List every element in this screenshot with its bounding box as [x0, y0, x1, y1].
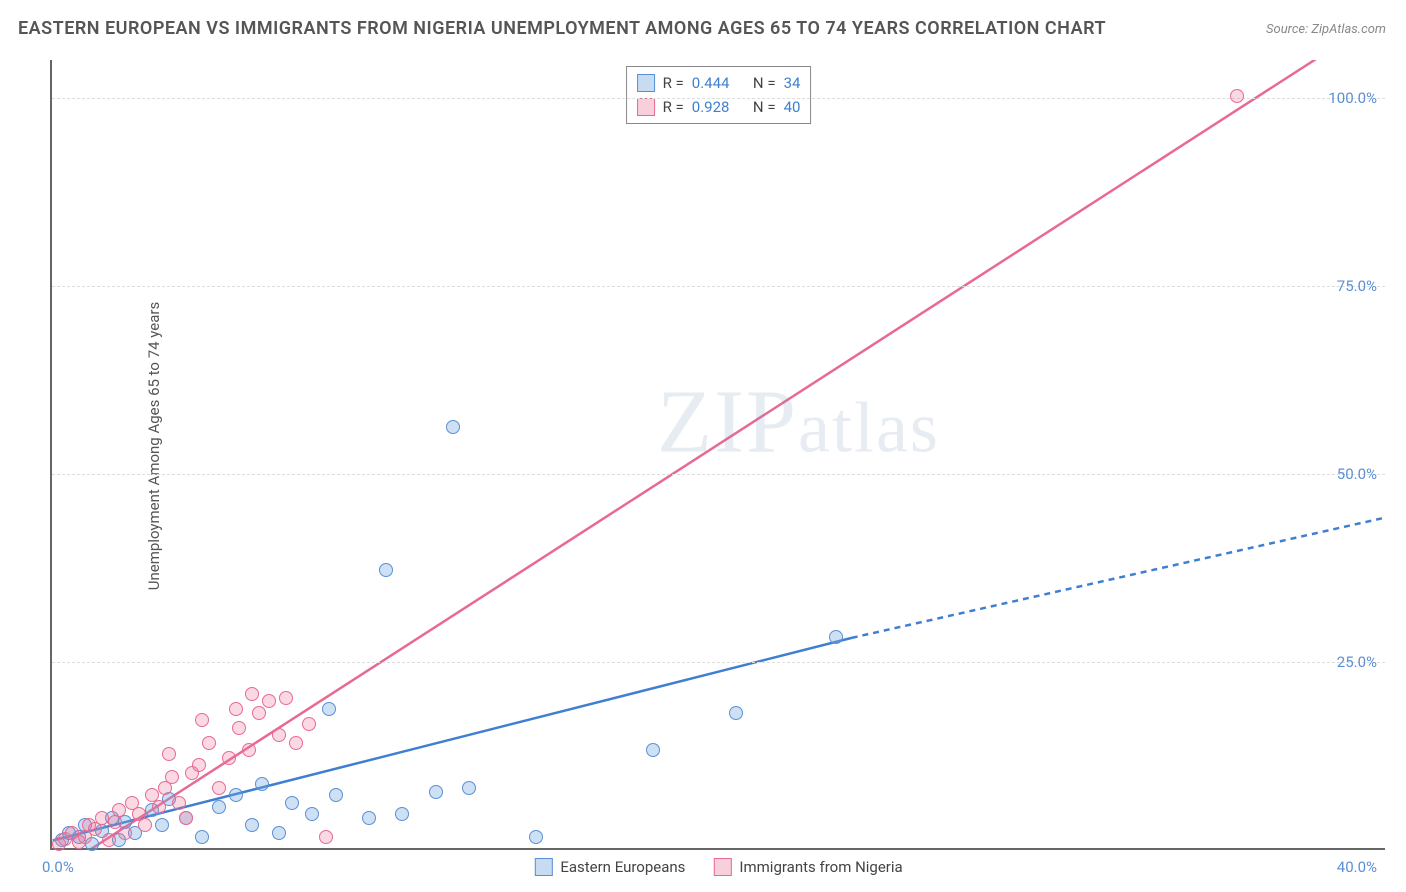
data-point [222, 751, 236, 765]
data-point [529, 830, 543, 844]
data-point [95, 811, 109, 825]
data-point [152, 800, 166, 814]
gridline [52, 286, 1385, 287]
data-point [229, 702, 243, 716]
source-label: Source: ZipAtlas.com [1266, 22, 1386, 37]
data-point [395, 807, 409, 821]
regression-lines [52, 60, 1385, 848]
data-point [272, 826, 286, 840]
data-point [195, 830, 209, 844]
data-point [232, 721, 246, 735]
data-point [242, 743, 256, 757]
data-point [322, 702, 336, 716]
data-point [165, 770, 179, 784]
stat-R-blue: 0.444 [692, 71, 730, 95]
legend-swatch-pink-icon [713, 858, 731, 876]
gridline [52, 474, 1385, 475]
data-point [829, 630, 843, 644]
data-point [446, 420, 460, 434]
data-point [162, 747, 176, 761]
data-point [289, 736, 303, 750]
data-point [272, 728, 286, 742]
data-point [212, 800, 226, 814]
stat-N-blue: 34 [784, 71, 801, 95]
gridline [52, 98, 1385, 99]
x-tick-0: 0.0% [42, 858, 74, 876]
legend-swatch-blue-icon [534, 858, 552, 876]
stats-box: R = 0.444 N = 34 R = 0.928 N = 40 [626, 66, 812, 124]
legend-label-pink: Immigrants from Nigeria [739, 858, 902, 876]
data-point [172, 796, 186, 810]
chart-title: EASTERN EUROPEAN VS IMMIGRANTS FROM NIGE… [18, 18, 1106, 39]
data-point [118, 826, 132, 840]
swatch-pink-icon [637, 98, 655, 116]
watermark: ZIPatlas [657, 371, 940, 474]
gridline [52, 662, 1385, 663]
data-point [245, 818, 259, 832]
legend-item-pink: Immigrants from Nigeria [713, 858, 902, 876]
data-point [319, 830, 333, 844]
data-point [646, 743, 660, 757]
data-point [462, 781, 476, 795]
stat-N-label: N = [753, 71, 776, 95]
data-point [302, 717, 316, 731]
swatch-blue-icon [637, 74, 655, 92]
plot-area: ZIPatlas R = 0.444 N = 34 R = 0.928 N = … [50, 60, 1385, 850]
data-point [255, 777, 269, 791]
data-point [192, 758, 206, 772]
data-point [212, 781, 226, 795]
data-point [1230, 89, 1244, 103]
data-point [202, 736, 216, 750]
y-tick-label: 25.0% [1337, 653, 1377, 671]
stats-row-blue: R = 0.444 N = 34 [637, 71, 801, 95]
data-point [195, 713, 209, 727]
data-point [305, 807, 319, 821]
data-point [279, 691, 293, 705]
legend-label-blue: Eastern Europeans [560, 858, 685, 876]
data-point [729, 706, 743, 720]
data-point [285, 796, 299, 810]
data-point [229, 788, 243, 802]
stat-R-label: R = [663, 71, 684, 95]
y-tick-label: 50.0% [1337, 465, 1377, 483]
data-point [245, 687, 259, 701]
data-point [102, 833, 116, 847]
data-point [262, 694, 276, 708]
data-point [252, 706, 266, 720]
data-point [329, 788, 343, 802]
data-point [379, 563, 393, 577]
y-tick-label: 100.0% [1328, 89, 1377, 107]
data-point [155, 818, 169, 832]
data-point [429, 785, 443, 799]
data-point [362, 811, 376, 825]
data-point [179, 811, 193, 825]
y-tick-label: 75.0% [1337, 277, 1377, 295]
bottom-legend: Eastern Europeans Immigrants from Nigeri… [534, 858, 902, 876]
data-point [138, 818, 152, 832]
legend-item-blue: Eastern Europeans [534, 858, 685, 876]
x-tick-40: 40.0% [1337, 858, 1377, 876]
data-point [112, 803, 126, 817]
